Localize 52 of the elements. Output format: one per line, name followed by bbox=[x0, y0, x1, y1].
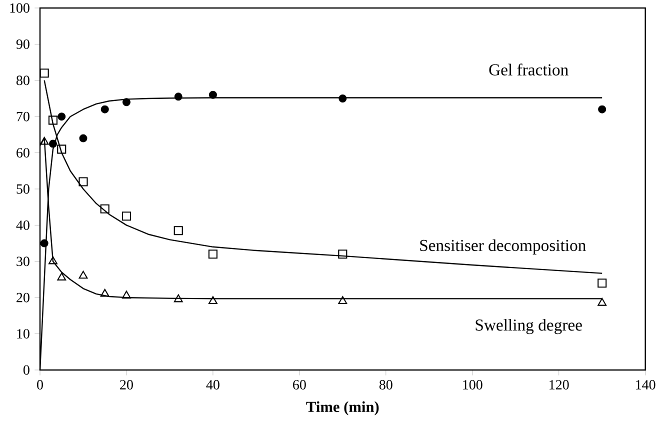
point bbox=[100, 288, 110, 297]
point bbox=[598, 105, 606, 114]
x-tick-label: 80 bbox=[379, 380, 392, 390]
point bbox=[48, 256, 58, 264]
x-tick-label: 140 bbox=[636, 380, 656, 390]
point bbox=[48, 140, 57, 148]
point bbox=[100, 105, 109, 114]
y-tick-label: 100 bbox=[10, 3, 30, 13]
y-tick-label: 70 bbox=[16, 112, 30, 122]
point bbox=[40, 239, 48, 248]
x-tick-label: 40 bbox=[206, 380, 220, 390]
text: Gel fraction bbox=[489, 64, 568, 76]
point bbox=[122, 290, 131, 299]
y-tick-label: 0 bbox=[23, 365, 30, 375]
point bbox=[122, 98, 130, 106]
point bbox=[174, 226, 183, 236]
x-tick-label: 60 bbox=[293, 380, 306, 390]
point bbox=[57, 272, 66, 280]
point bbox=[100, 204, 110, 214]
point bbox=[208, 250, 218, 259]
x-tick-label: 120 bbox=[550, 380, 569, 390]
series-label: Swelling degree bbox=[476, 318, 582, 334]
point bbox=[174, 92, 182, 101]
point bbox=[208, 296, 218, 304]
y-tick-label: 80 bbox=[16, 76, 30, 86]
point bbox=[40, 68, 49, 78]
x-tick-label: 100 bbox=[463, 380, 482, 390]
point bbox=[57, 144, 66, 154]
point bbox=[174, 294, 183, 302]
point bbox=[78, 177, 88, 186]
point bbox=[58, 112, 66, 121]
point bbox=[78, 270, 88, 279]
point bbox=[338, 94, 347, 102]
y-tick-label: 90 bbox=[16, 39, 30, 49]
y-tick-label: 60 bbox=[16, 148, 30, 158]
point bbox=[79, 134, 88, 142]
y-tick-label: 40 bbox=[16, 220, 30, 230]
y-tick-label: 20 bbox=[16, 292, 30, 302]
x-tick-label: 0 bbox=[37, 380, 43, 390]
point bbox=[338, 296, 348, 304]
point bbox=[598, 278, 607, 288]
point bbox=[122, 212, 132, 221]
point bbox=[40, 136, 49, 145]
x-tick-label: 20 bbox=[120, 380, 133, 390]
point bbox=[338, 250, 348, 259]
x-axis-title: Time (min) bbox=[306, 401, 379, 416]
y-tick-label: 30 bbox=[16, 256, 30, 266]
point bbox=[208, 90, 217, 99]
point bbox=[48, 116, 58, 125]
y-tick-label: 50 bbox=[16, 184, 30, 194]
series-label: Sensitiser decomposition bbox=[420, 239, 586, 254]
y-tick-label: 10 bbox=[17, 329, 30, 339]
